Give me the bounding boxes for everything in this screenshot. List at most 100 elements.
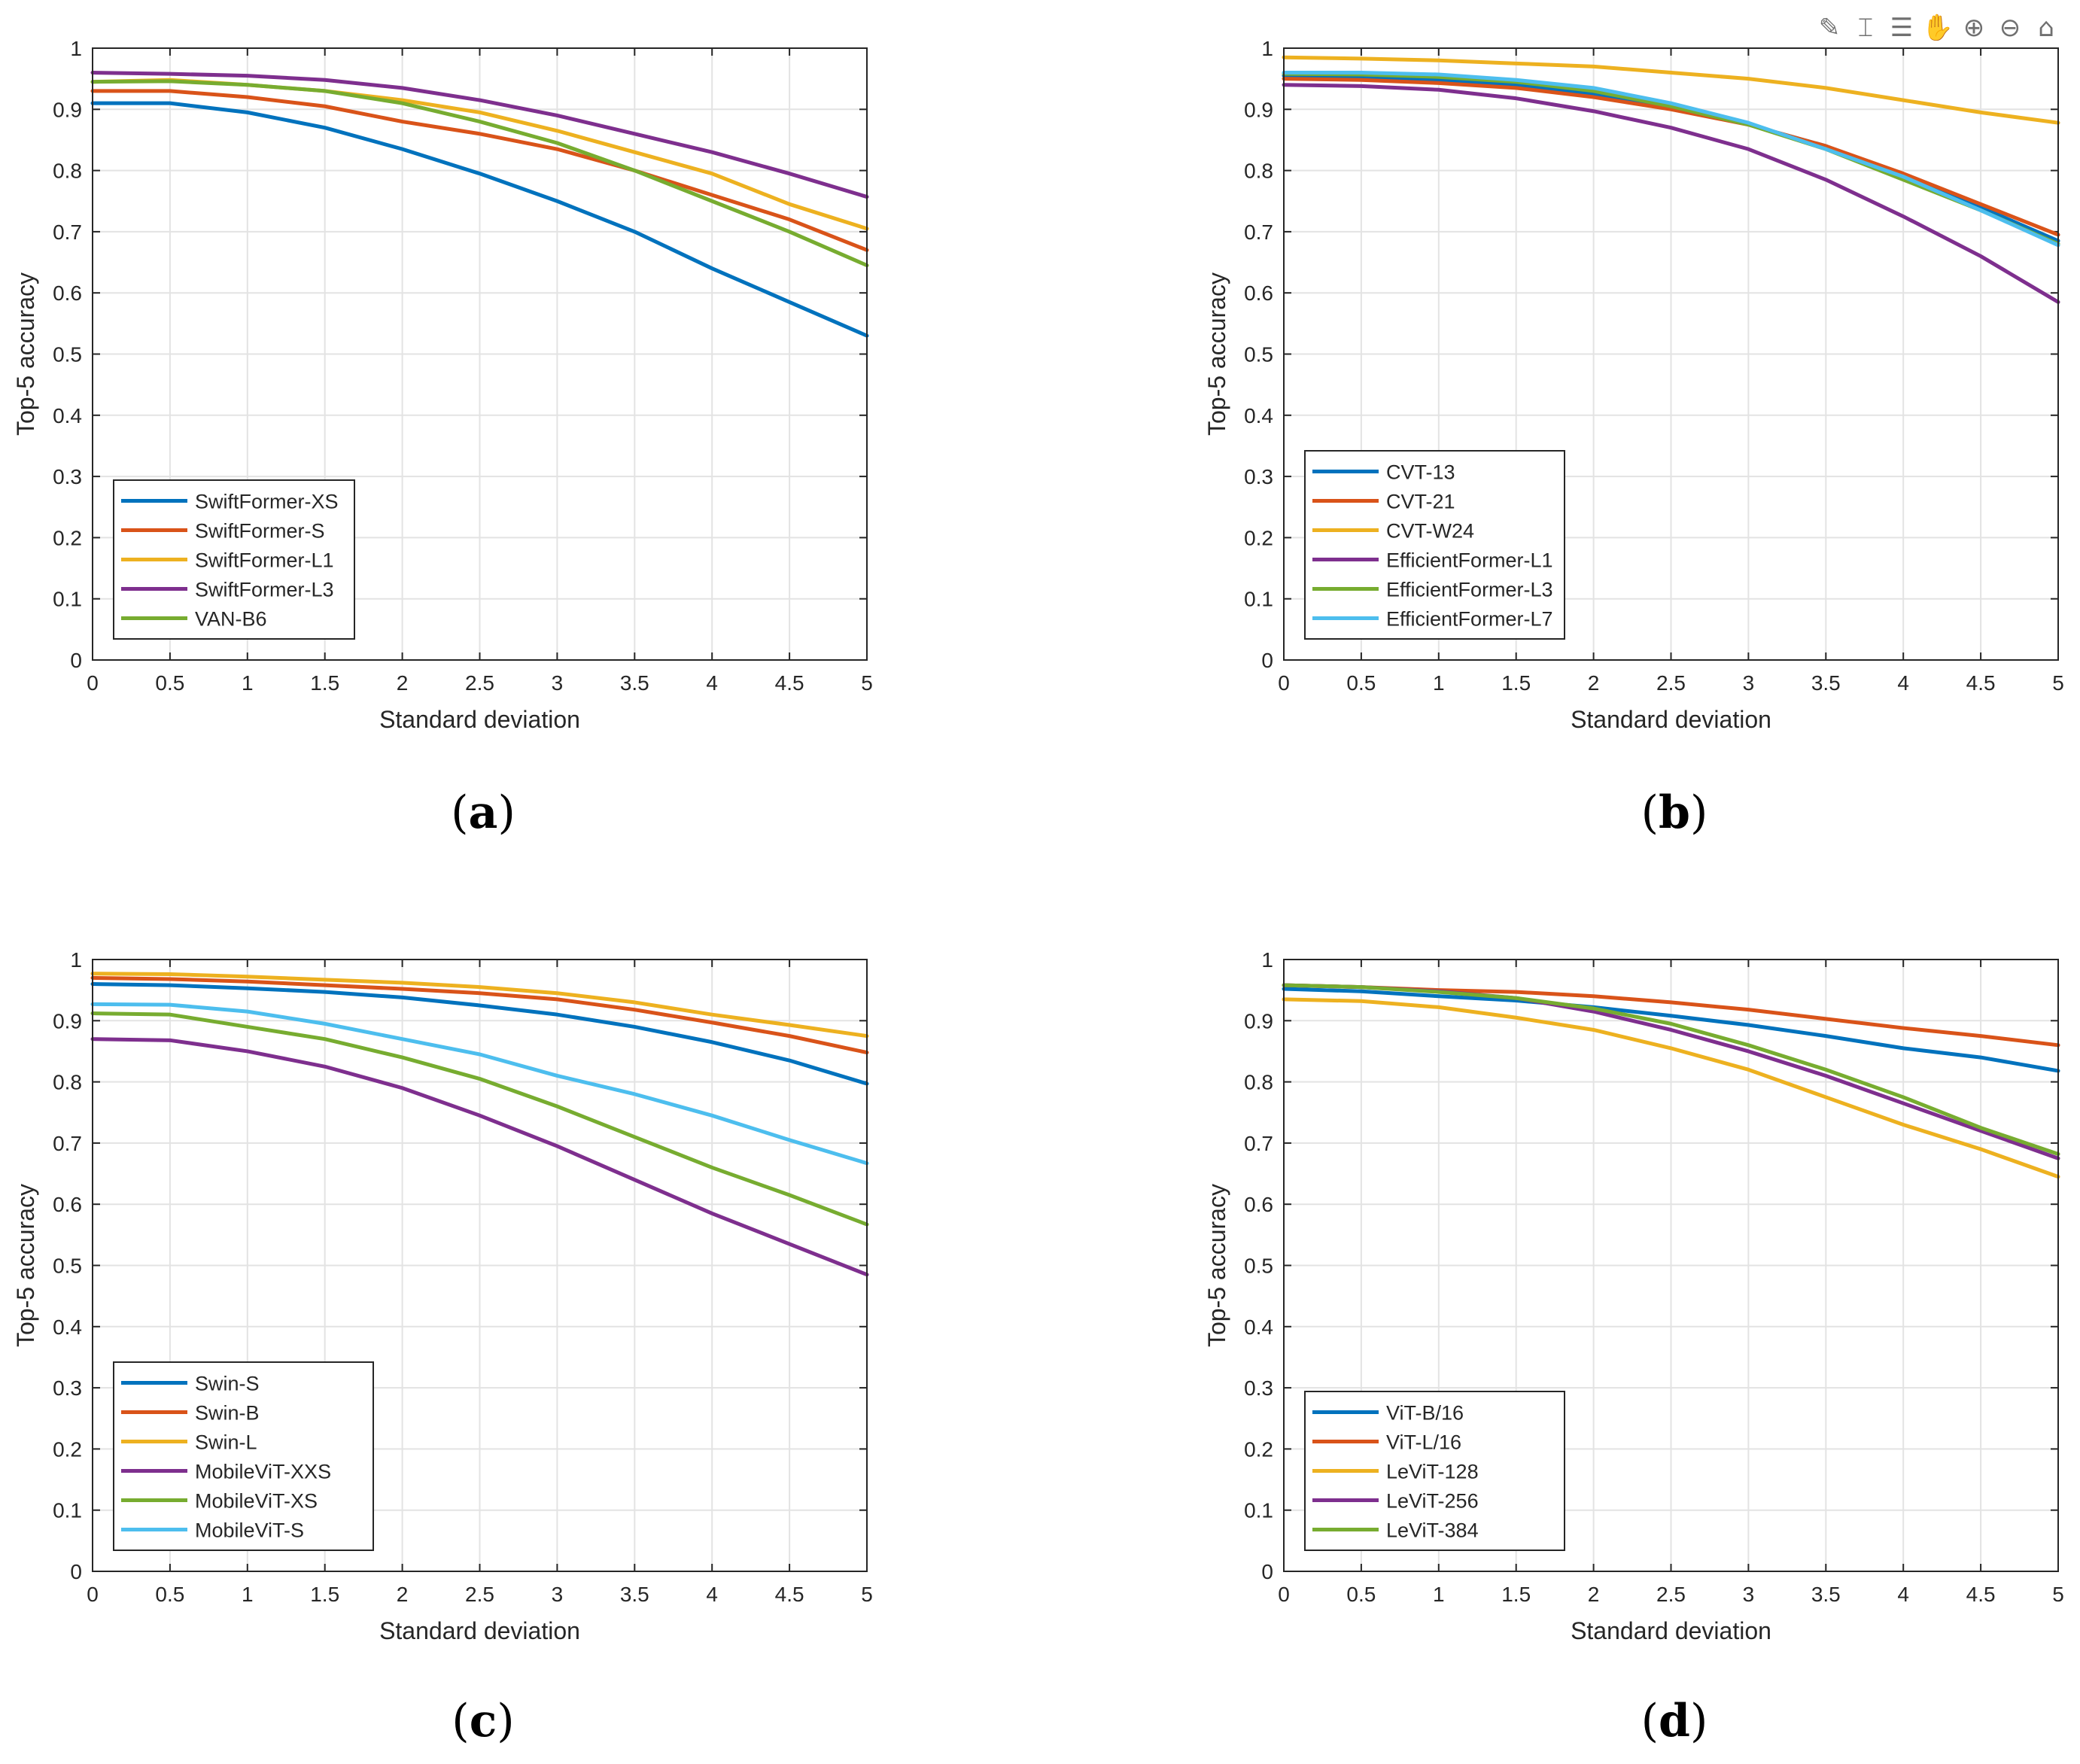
x-tick-label: 0.5 [155,1583,184,1606]
x-tick-label: 4 [706,671,718,695]
legend: CVT-13 CVT-21 CVT-W24 EfficientFormer-L1 Eff… [1304,450,1565,640]
y-tick-label: 0 [1261,649,1273,672]
legend-entry: CVT-21 [1386,491,1455,513]
series-line-levit-384 [1282,983,2060,1157]
axes-box [92,47,868,661]
x-tick-label: 1.5 [310,671,339,695]
legend-entry: Swin-B [195,1402,260,1425]
panel-label-a: (a) [451,786,515,839]
legend-icon[interactable]: ☰ [1890,13,1914,43]
legend-box [1304,450,1565,640]
y-tick-label: 0.8 [1244,1071,1273,1094]
y-axis-label: Top-5 accuracy [12,272,39,436]
legend-entry: LeViT-384 [1386,1519,1479,1542]
x-tick-label: 1.5 [1501,671,1531,695]
zoom-out-icon[interactable]: ⊖ [1999,13,2021,43]
y-tick-label: 0.5 [53,1255,82,1278]
legend: ViT-B/16 ViT-L/16 LeViT-128 LeViT-256 LeViT-… [1304,1391,1565,1551]
y-tick-label: 0.4 [53,1315,82,1339]
y-tick-label: 0.7 [1244,1132,1273,1155]
x-tick-label: 0 [87,671,99,695]
x-tick-label: 1 [1433,1583,1445,1606]
y-tick-label: 0.6 [1244,1193,1273,1216]
legend-box [113,1361,374,1551]
x-tick-label: 3.5 [1811,1583,1841,1606]
series-line-swin-b [90,975,869,1055]
y-tick-label: 0.4 [53,404,82,427]
x-tick-label: 0.5 [1346,671,1376,695]
chart-b: 0 0.5 1 1.5 2 2.5 3 3.5 4 4.5 5 0 0.1 0.2 0.3 0.4 0.5 0.6… [1203,37,2064,733]
series-line-cvt-21 [1282,77,2060,237]
x-tick-label: 4 [1897,1583,1909,1606]
y-tick-label: 0.9 [53,98,82,121]
y-tick-label: 0.6 [53,1193,82,1216]
y-tick-label: 1 [1261,948,1273,972]
y-tick-label: 0.2 [1244,1437,1273,1461]
legend-entry: VAN-B6 [195,608,267,631]
legend-entry: EfficientFormer-L3 [1386,579,1553,601]
x-tick-label: 3.5 [620,1583,649,1606]
y-tick-label: 0.3 [1244,1376,1273,1400]
y-tick-label: 0.1 [53,588,82,611]
legend-entry: EfficientFormer-L7 [1386,608,1553,631]
x-tick-label: 2 [397,1583,409,1606]
y-tick-label: 0.6 [53,281,82,305]
y-tick-label: 0.4 [1244,1315,1273,1339]
x-tick-label: 0 [87,1583,99,1606]
x-axis-label: Standard deviation [1571,706,1771,733]
x-axis-label: Standard deviation [1571,1617,1771,1644]
x-tick-label: 5 [861,1583,873,1606]
x-tick-label: 3 [1743,1583,1755,1606]
legend-entry: CVT-13 [1386,461,1455,484]
y-tick-label: 1 [70,948,82,972]
y-tick-label: 0.7 [53,1132,82,1155]
y-tick-label: 0 [70,649,82,672]
panel-label-c: (c) [452,1695,515,1747]
x-tick-label: 4 [706,1583,718,1606]
zoom-in-icon[interactable]: ⊕ [1963,13,1985,43]
x-tick-label: 5 [2052,671,2064,695]
y-tick-label: 0.7 [53,220,82,244]
x-tick-label: 4.5 [1966,1583,1996,1606]
legend-entry: SwiftFormer-L3 [195,579,334,601]
legend-entry: SwiftFormer-XS [195,491,339,513]
home-icon[interactable]: ⌂ [2038,13,2054,43]
y-tick-label: 0.8 [1244,160,1273,183]
y-tick-label: 0.5 [53,343,82,366]
series-line-van-b6 [90,79,869,268]
x-tick-label: 5 [861,671,873,695]
legend-entry: CVT-W24 [1386,520,1474,543]
y-tick-label: 0.5 [1244,1255,1273,1278]
pan-icon[interactable]: ✋ [1921,13,1954,43]
brush-icon[interactable]: ✎ [1818,13,1841,43]
chart-a: 0 0.5 1 1.5 2 2.5 3 3.5 4 4.5 5 0 0.1 0.2 0.3 0.4 0.5 0.6… [12,37,873,733]
x-tick-label: 3 [552,1583,564,1606]
y-tick-label: 0.1 [1244,1499,1273,1522]
series-line-mobilevit-s [90,1002,869,1166]
x-tick-label: 1 [242,1583,254,1606]
x-tick-label: 3 [1743,671,1755,695]
data-cursor-icon[interactable]: ⌶ [1857,13,1874,43]
legend-entry: SwiftFormer-S [195,520,325,543]
legend-entry: LeViT-256 [1386,1490,1479,1513]
y-tick-label: 0.2 [1244,526,1273,549]
series-line-swiftformer-l3 [90,71,869,199]
y-tick-label: 0.9 [1244,1009,1273,1033]
x-tick-label: 5 [2052,1583,2064,1606]
series-line-vit-b-16 [1282,987,2060,1073]
legend: Swin-S Swin-B Swin-L MobileViT-XXS MobileViT… [113,1361,374,1551]
x-tick-label: 2.5 [1656,1583,1686,1606]
figure-toolbar: ✎ ⌶ ☰ ✋ ⊕ ⊖ ⌂ [1814,12,2062,44]
x-axis-label: Standard deviation [379,706,580,733]
x-tick-label: 4.5 [775,671,804,695]
legend-entry: MobileViT-XXS [195,1461,331,1483]
series-line-efficientformer-l7 [1282,71,2060,248]
y-tick-label: 0.4 [1244,404,1273,427]
y-tick-label: 1 [70,37,82,60]
x-tick-label: 0 [1278,1583,1290,1606]
panel-label-d: (d) [1641,1695,1708,1747]
x-tick-label: 0.5 [155,671,184,695]
series-line-levit-128 [1282,997,2060,1179]
x-tick-label: 0.5 [1346,1583,1376,1606]
